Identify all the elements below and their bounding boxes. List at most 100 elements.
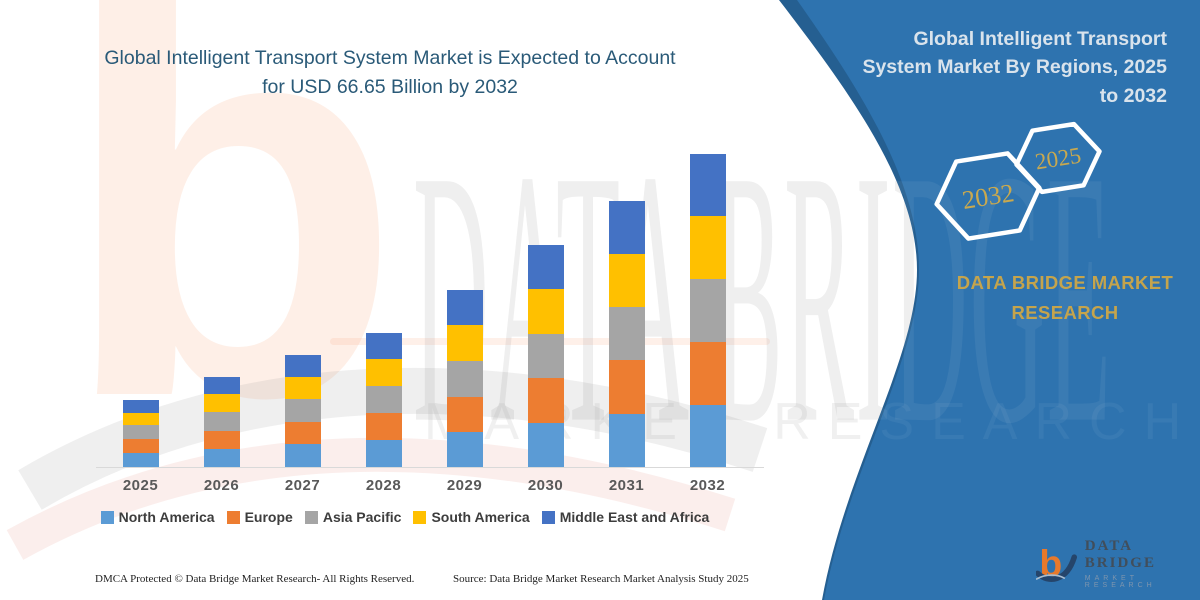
- hexagon-2025-label: 2025: [1033, 143, 1082, 175]
- chart-legend: North America Europe Asia Pacific South Ame…: [30, 509, 780, 525]
- dbmr-logo-b: b: [1039, 541, 1062, 583]
- segment-middle-east-and-africa-2031: [608, 201, 645, 254]
- legend-swatch-south-america: [413, 510, 427, 524]
- segment-europe-2028: [365, 413, 402, 441]
- x-axis-labels: 2025 2026 2027 2028 2029 2030 2031 2032: [100, 477, 748, 494]
- bar-group-2025: [100, 150, 181, 467]
- legend-item-north-america: North America: [100, 509, 215, 525]
- legend-swatch-north-america: [100, 510, 114, 524]
- panel-title: Global Intelligent Transport System Mark…: [822, 25, 1167, 110]
- x-label-2025: 2025: [122, 477, 159, 494]
- segment-asia-pacific-2029: [446, 360, 483, 397]
- brand-line2: RESEARCH: [1011, 301, 1119, 323]
- panel-title-line3: to 2032: [1099, 84, 1167, 107]
- legend-swatch-europe: [226, 510, 240, 524]
- bar-2026: [203, 376, 240, 467]
- year-hexagons: 2032 2025: [934, 121, 1102, 241]
- chart-title: Global Intelligent Transport System Mark…: [80, 44, 700, 103]
- segment-south-america-2032: [689, 216, 726, 280]
- legend-item-europe: Europe: [226, 509, 293, 525]
- bar-2028: [365, 332, 402, 467]
- stacked-bar-chart: [100, 150, 748, 467]
- x-label-2027: 2027: [284, 477, 321, 494]
- hexagon-2032-label: 2032: [960, 178, 1016, 215]
- legend-item-middle-east-and-africa: Middle East and Africa: [541, 509, 710, 525]
- legend-swatch-middle-east-and-africa: [541, 510, 555, 524]
- segment-asia-pacific-2025: [122, 425, 159, 440]
- bar-2025: [122, 399, 159, 467]
- chart-title-line2: for USD 66.65 Billion by 2032: [262, 76, 518, 99]
- footer-dmca-text: DMCA Protected © Data Bridge Market Rese…: [95, 573, 415, 585]
- bar-2030: [527, 244, 564, 467]
- bar-2029: [446, 290, 483, 467]
- segment-south-america-2028: [365, 359, 402, 387]
- panel-title-line1: Global Intelligent Transport: [913, 28, 1167, 50]
- panel-title-line2: System Market By Regions, 2025: [862, 56, 1167, 79]
- chart-title-line1: Global Intelligent Transport System Mark…: [104, 47, 676, 69]
- segment-middle-east-and-africa-2025: [122, 399, 159, 413]
- segment-asia-pacific-2028: [365, 386, 402, 414]
- segment-europe-2026: [203, 430, 240, 449]
- legend-label-europe: Europe: [244, 509, 293, 525]
- segment-asia-pacific-2032: [689, 279, 726, 342]
- legend-swatch-asia-pacific: [304, 510, 318, 524]
- bar-2027: [284, 354, 321, 467]
- bar-group-2026: [181, 150, 262, 467]
- segment-asia-pacific-2031: [608, 307, 645, 361]
- x-label-2028: 2028: [365, 477, 402, 494]
- legend-item-asia-pacific: Asia Pacific: [304, 509, 402, 525]
- segment-europe-2025: [122, 439, 159, 453]
- segment-europe-2029: [446, 396, 483, 433]
- x-label-2031: 2031: [608, 477, 645, 494]
- segment-asia-pacific-2027: [284, 399, 321, 422]
- segment-north-america-2027: [284, 444, 321, 467]
- legend-label-asia-pacific: Asia Pacific: [322, 509, 402, 525]
- segment-north-america-2029: [446, 432, 483, 467]
- legend-item-south-america: South America: [413, 509, 530, 525]
- brand-name: DATA BRIDGE MARKET RESEARCH: [935, 268, 1195, 327]
- segment-south-america-2025: [122, 412, 159, 426]
- segment-asia-pacific-2030: [527, 333, 564, 379]
- segment-middle-east-and-africa-2026: [203, 376, 240, 395]
- segment-north-america-2026: [203, 448, 240, 467]
- x-label-2029: 2029: [446, 477, 483, 494]
- brand-line1: DATA BRIDGE MARKET: [956, 272, 1174, 293]
- dbmr-logo: b DATA BRIDGE MARKET RESEARCH: [1036, 538, 1200, 589]
- segment-north-america-2030: [527, 422, 564, 467]
- hexagon-2032: 2032: [934, 151, 1042, 241]
- segment-europe-2030: [527, 378, 564, 423]
- segment-north-america-2031: [608, 413, 645, 467]
- bar-group-2029: [424, 150, 505, 467]
- legend-label-north-america: North America: [118, 509, 215, 525]
- segment-middle-east-and-africa-2030: [527, 244, 564, 289]
- segment-north-america-2028: [365, 440, 402, 467]
- segment-south-america-2029: [446, 325, 483, 361]
- segment-south-america-2031: [608, 253, 645, 308]
- bar-group-2030: [505, 150, 586, 467]
- segment-north-america-2032: [689, 404, 726, 467]
- x-label-2032: 2032: [689, 477, 726, 494]
- legend-label-south-america: South America: [431, 509, 530, 525]
- segment-middle-east-and-africa-2032: [689, 153, 726, 217]
- bar-group-2031: [586, 150, 667, 467]
- legend-label-middle-east-and-africa: Middle East and Africa: [559, 509, 710, 525]
- dbmr-logo-mark: b: [1036, 541, 1077, 583]
- x-axis-line: [96, 467, 764, 468]
- segment-south-america-2027: [284, 377, 321, 400]
- segment-middle-east-and-africa-2027: [284, 354, 321, 378]
- segment-asia-pacific-2026: [203, 412, 240, 431]
- segment-north-america-2025: [122, 452, 159, 467]
- segment-europe-2027: [284, 421, 321, 445]
- dbmr-logo-title: DATA BRIDGE: [1084, 538, 1156, 571]
- segment-middle-east-and-africa-2029: [446, 290, 483, 326]
- dbmr-logo-subtitle: MARKET RESEARCH: [1084, 575, 1156, 589]
- bar-group-2028: [343, 150, 424, 467]
- x-label-2030: 2030: [527, 477, 564, 494]
- segment-south-america-2026: [203, 394, 240, 413]
- bar-2032: [689, 153, 726, 467]
- x-label-2026: 2026: [203, 477, 240, 494]
- bar-group-2032: [667, 150, 748, 467]
- segment-europe-2032: [689, 341, 726, 405]
- segment-south-america-2030: [527, 288, 564, 334]
